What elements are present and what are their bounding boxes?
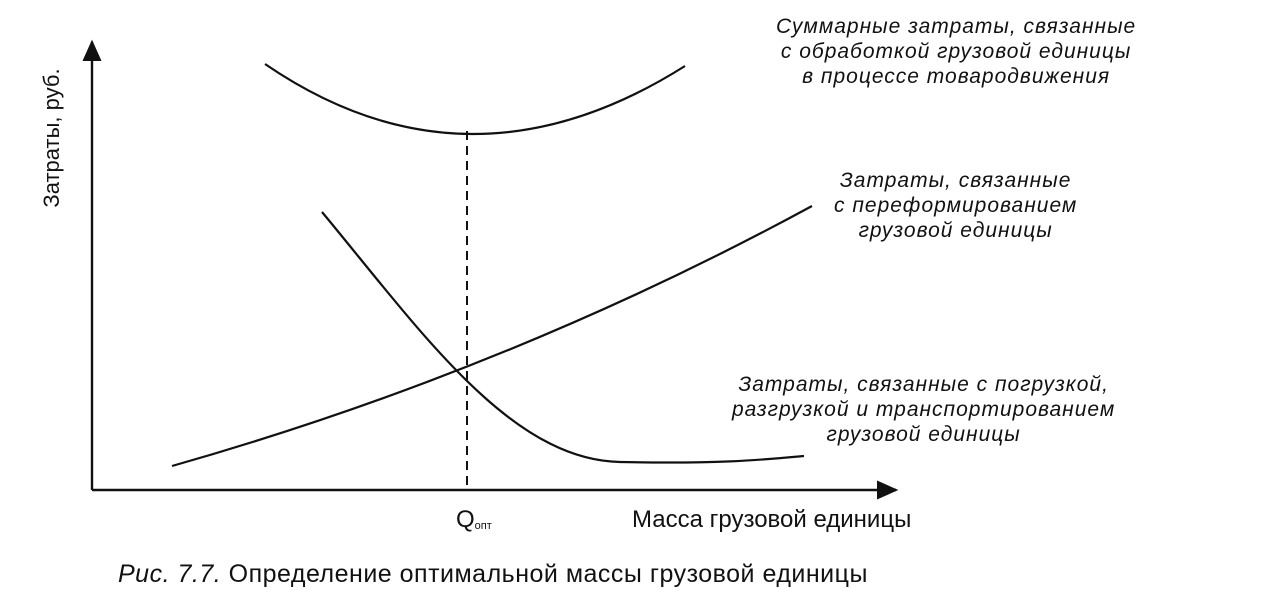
optimum-marker-label-main: Q — [456, 506, 475, 533]
optimum-marker-label-sub: опт — [474, 520, 492, 532]
series-loading-transport-cost-curve — [321, 211, 805, 464]
figure-caption-text: Определение оптимальной массы грузовой е… — [228, 560, 868, 588]
legend-total-cost-line-3: в процессе товародвижения — [802, 65, 1111, 88]
figure-number: Рис. 7.7. — [118, 560, 222, 588]
legend-reforming-cost-line-3: грузовой единицы — [858, 219, 1053, 242]
x-axis-label: Масса грузовой единицы — [632, 506, 912, 533]
legend-reforming-cost-line-1: Затраты, связанные — [839, 169, 1072, 192]
series-reforming-cost-curve — [171, 205, 813, 468]
legend-loading-transport-cost-line-2: разгрузкой и транспортированием — [732, 398, 1116, 421]
legend-loading-transport-cost: Затраты, связанные с погрузкой, разгрузк… — [732, 372, 1115, 447]
legend-loading-transport-cost-line-3: грузовой единицы — [826, 423, 1021, 446]
legend-total-cost-line-1: Суммарные затраты, связанные — [776, 15, 1137, 38]
legend-reforming-cost: Затраты, связанные с переформированием г… — [834, 168, 1077, 243]
figure-caption: Рис. 7.7. Определение оптимальной массы … — [118, 560, 868, 589]
legend-total-cost-line-2: с обработкой грузовой единицы — [780, 40, 1132, 63]
legend-total-cost: Суммарные затраты, связанные с обработко… — [776, 14, 1136, 89]
y-axis-label: Затраты, руб. — [39, 68, 64, 208]
legend-reforming-cost-line-2: с переформированием — [834, 194, 1078, 217]
optimum-marker-label: Qопт — [456, 506, 492, 534]
series-total-cost-curve — [264, 63, 686, 136]
legend-loading-transport-cost-line-1: Затраты, связанные с погрузкой, — [738, 373, 1109, 396]
